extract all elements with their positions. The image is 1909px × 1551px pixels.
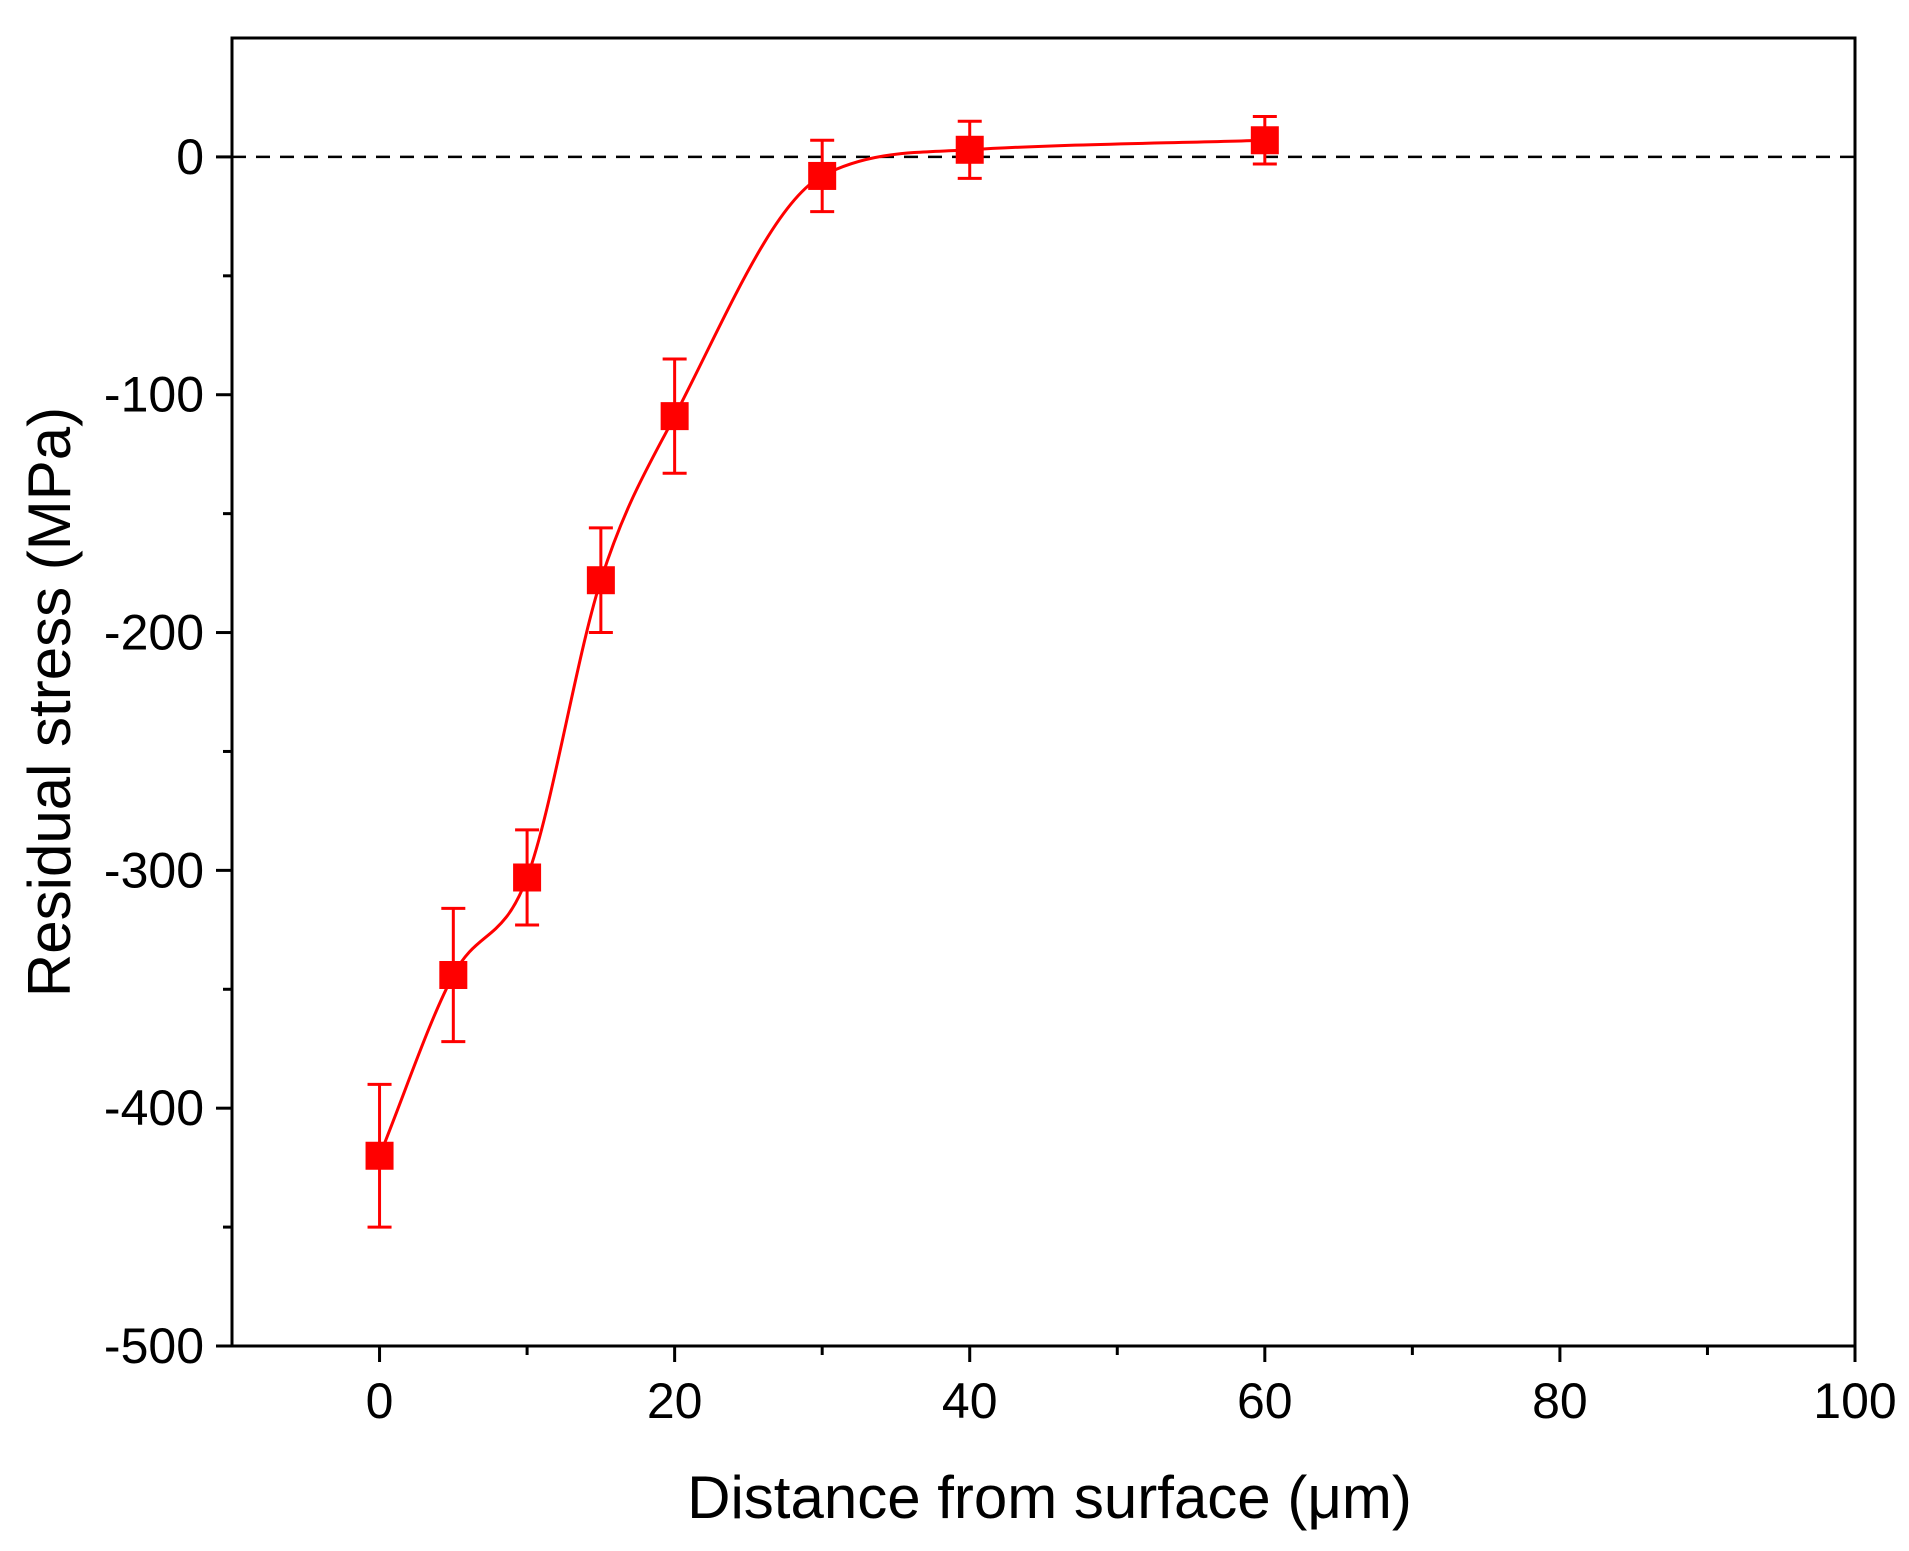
data-point-marker — [808, 161, 837, 190]
plot-frame — [230, 36, 1857, 1348]
x-tick-label: 40 — [942, 1373, 998, 1429]
x-tick-label: 60 — [1237, 1373, 1293, 1429]
data-point-marker — [439, 961, 468, 990]
x-tick-label: 0 — [366, 1373, 394, 1429]
x-tick-label: 100 — [1813, 1373, 1896, 1429]
data-point-marker — [513, 863, 542, 892]
y-tick-label: -400 — [104, 1080, 204, 1136]
y-tick-label: 0 — [176, 129, 204, 185]
y-tick-label: -300 — [104, 842, 204, 898]
data-point-marker — [1250, 126, 1279, 155]
y-tick-label: -200 — [104, 605, 204, 661]
data-point-marker — [955, 135, 984, 164]
data-point-marker — [660, 402, 689, 431]
y-tick-label: -100 — [104, 367, 204, 423]
data-point-marker — [586, 566, 615, 595]
data-point-marker — [365, 1141, 394, 1170]
series-layer — [365, 114, 1279, 1229]
tick-layer: 0 20 40 60 80 100 0 -100 -200 -300 -400 -500 — [104, 129, 1897, 1429]
x-tick-label: 80 — [1532, 1373, 1588, 1429]
y-axis-title: Residual stress (MPa) — [16, 407, 83, 997]
y-tick-label: -500 — [104, 1318, 204, 1374]
x-tick-label: 20 — [647, 1373, 703, 1429]
x-axis-title: Distance from surface (μm) — [687, 1464, 1412, 1531]
